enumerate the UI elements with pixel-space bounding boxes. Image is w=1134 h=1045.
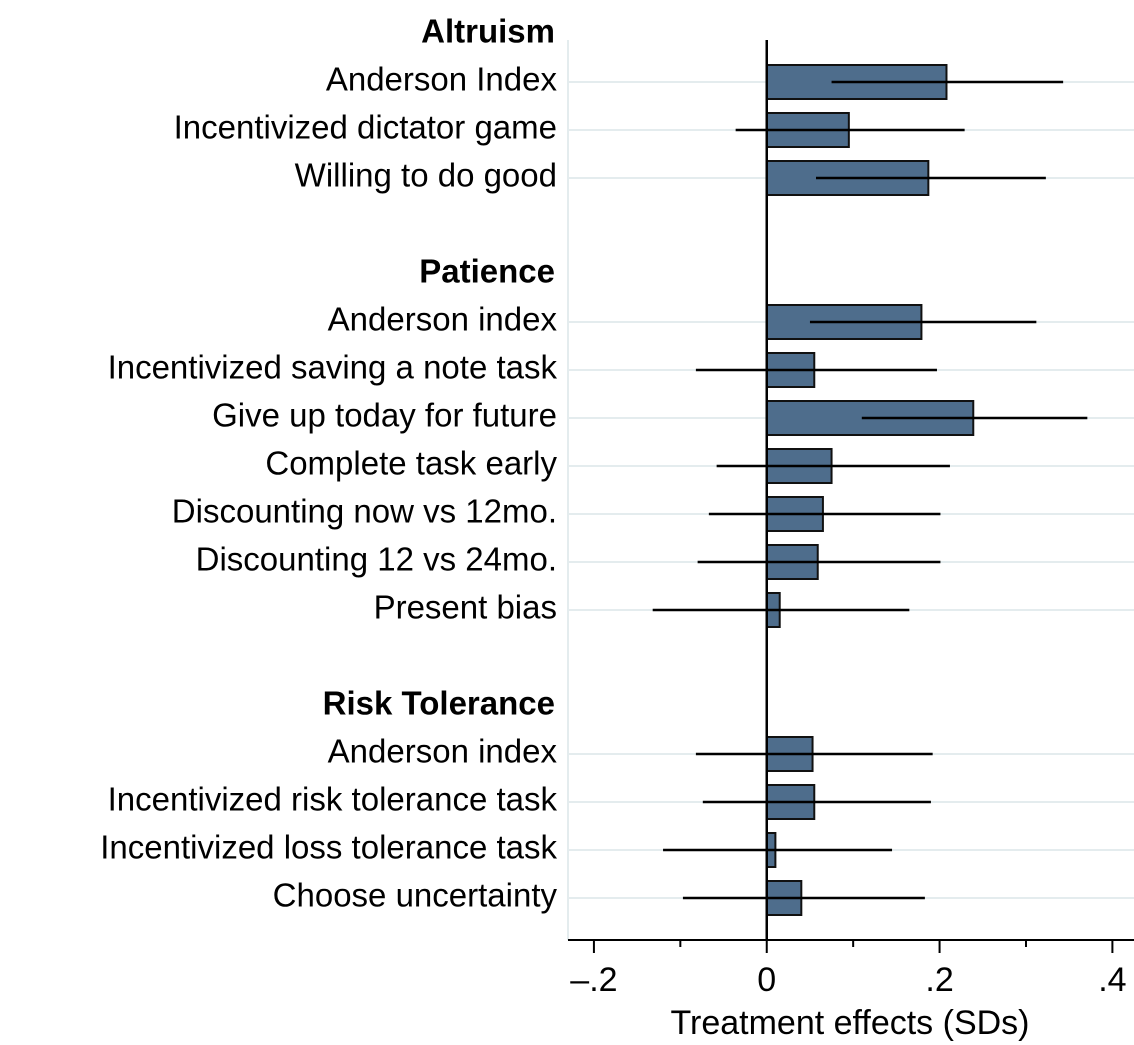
y-tick-label: Incentivized loss tolerance task [100, 829, 557, 866]
group-header: Risk Tolerance [323, 685, 555, 722]
y-tick-label: Incentivized risk tolerance task [108, 781, 558, 818]
y-tick-label: Give up today for future [212, 397, 557, 434]
x-axis-label: Treatment effects (SDs) [671, 1004, 1030, 1042]
y-tick-label: Willing to do good [295, 157, 557, 194]
y-tick-label: Choose uncertainty [273, 877, 558, 914]
y-tick-label: Anderson Index [326, 61, 558, 98]
y-tick-label: Incentivized saving a note task [108, 349, 558, 386]
x-tick-label: 0 [757, 961, 776, 999]
group-header: Patience [419, 253, 555, 290]
y-tick-label: Discounting now vs 12mo. [172, 493, 557, 530]
group-header: Altruism [421, 13, 555, 50]
y-tick-label: Complete task early [265, 445, 557, 482]
y-tick-label: Anderson index [328, 301, 558, 338]
y-tick-label: Incentivized dictator game [174, 109, 557, 146]
y-tick-label: Present bias [374, 589, 557, 626]
x-tick-label: .2 [925, 961, 953, 999]
x-tick-label: .4 [1098, 961, 1126, 999]
y-tick-label: Anderson index [328, 733, 558, 770]
x-tick-label: –.2 [570, 961, 617, 999]
y-tick-label: Discounting 12 vs 24mo. [196, 541, 557, 578]
